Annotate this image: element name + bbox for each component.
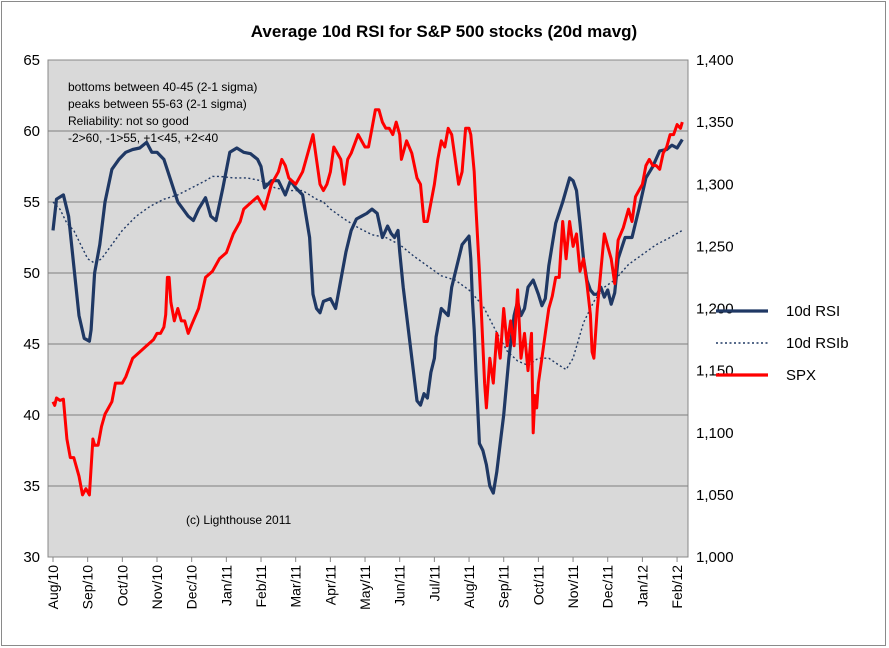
y-left-tick-label: 60	[23, 123, 40, 140]
annotation-line-1: bottoms between 40-45 (2-1 sigma)	[68, 80, 257, 94]
y-left-tick-label: 45	[23, 336, 40, 353]
y-left-tick-label: 65	[23, 52, 40, 69]
y-right-tick-label: 1,200	[696, 301, 734, 318]
x-tick-label: Jan/11	[218, 565, 234, 606]
y-left-tick-label: 40	[23, 407, 40, 424]
annotation-line-2: peaks between 55-63 (2-1 sigma)	[68, 97, 247, 111]
series-line-spx	[51, 108, 684, 497]
y-right-tick-label: 1,000	[696, 549, 734, 566]
x-tick-label: Mar/11	[288, 565, 304, 608]
x-tick-label: Aug/11	[461, 565, 477, 609]
y-right-tick-label: 1,150	[696, 363, 734, 380]
y-right-tick-label: 1,350	[696, 114, 734, 131]
x-tick-label: Feb/12	[669, 565, 685, 609]
series-line-10d-rsib	[52, 175, 683, 371]
x-tick-label: Oct/10	[114, 565, 130, 606]
x-tick-label: Nov/10	[149, 565, 165, 610]
y-right-tick-label: 1,100	[696, 425, 734, 442]
y-right-tick-label: 1,400	[696, 52, 734, 69]
chart-title: Average 10d RSI for S&P 500 stocks (20d …	[251, 22, 637, 41]
x-tick-label: Oct/11	[530, 565, 546, 605]
x-tick-label: Dec/10	[184, 565, 200, 610]
annotation-line-4: -2>60, -1>55, +1<45, +2<40	[68, 131, 218, 145]
x-tick-label: Jul/11	[426, 565, 442, 602]
legend-label: 10d RSI	[786, 303, 840, 320]
y-left-tick-label: 30	[23, 549, 40, 566]
x-tick-label: Apr/11	[322, 565, 338, 605]
y-left-tick-label: 50	[23, 265, 40, 282]
x-tick-label: Dec/11	[600, 565, 616, 609]
series-line-10d-rsi	[51, 138, 684, 495]
x-tick-label: Aug/10	[45, 565, 61, 610]
y-left-tick-label: 55	[23, 194, 40, 211]
x-tick-label: Sep/11	[496, 565, 512, 609]
legend-label: SPX	[786, 367, 816, 384]
x-tick-label: Jan/12	[634, 565, 650, 607]
y-right-tick-label: 1,050	[696, 487, 734, 504]
x-tick-label: Sep/10	[80, 565, 96, 610]
y-right-tick-label: 1,300	[696, 176, 734, 193]
axes: 30 35 40 45 50 55 60 65 1,000 1,050 1,100 1,150 1,20…	[23, 52, 733, 610]
legend: 10d RSI 10d RSIb SPX	[716, 303, 849, 384]
y-right-tick-label: 1,250	[696, 238, 734, 255]
gridlines	[48, 130, 688, 487]
copyright-note: (c) Lighthouse 2011	[186, 513, 292, 527]
x-tick-label: Feb/11	[253, 565, 269, 608]
y-left-tick-label: 35	[23, 478, 40, 495]
x-tick-label: Nov/11	[565, 565, 581, 609]
x-tick-label: May/11	[357, 565, 373, 610]
legend-label: 10d RSIb	[786, 335, 849, 352]
annotation-line-3: Reliability: not so good	[68, 114, 189, 128]
x-tick-label: Jun/11	[392, 565, 408, 606]
series-layer	[51, 108, 684, 497]
annotation-box: bottoms between 40-45 (2-1 sigma) peaks …	[68, 80, 257, 145]
